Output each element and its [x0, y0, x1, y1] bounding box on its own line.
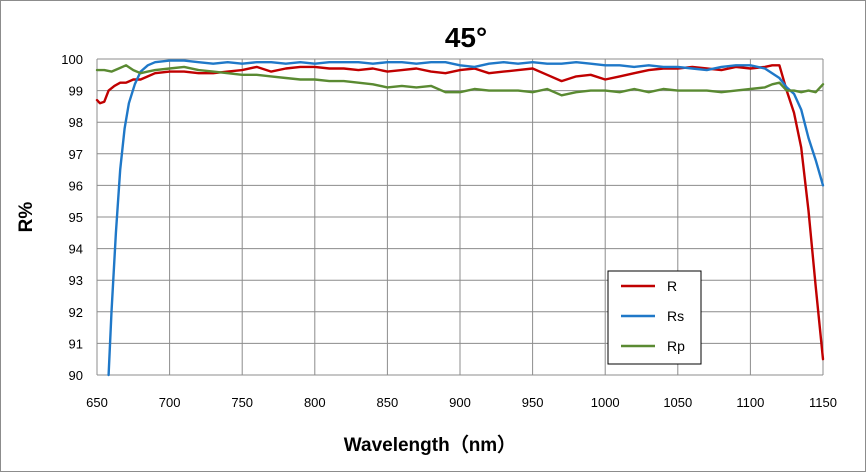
series-line-rp — [95, 64, 825, 97]
y-tick-label: 97 — [69, 147, 83, 162]
series-lines — [95, 59, 825, 377]
x-tick-label: 700 — [159, 395, 181, 410]
y-tick-label: 93 — [69, 273, 83, 288]
y-tick-label: 98 — [69, 115, 83, 130]
x-tick-label: 800 — [304, 395, 326, 410]
chart-title: 45° — [445, 22, 487, 53]
legend-label-rp: Rp — [667, 338, 685, 354]
x-axis-title: Wavelength（nm） — [344, 433, 516, 456]
series-line-r — [95, 64, 825, 361]
y-tick-label: 92 — [69, 305, 83, 320]
grid — [96, 58, 824, 376]
tick-labels: 650 700 750 800 850 900 950 1000 1050 1100 1150 90 9… — [61, 52, 837, 410]
y-tick-label: 96 — [69, 178, 83, 193]
y-tick-label: 100 — [61, 52, 83, 67]
legend-label-rs: Rs — [667, 308, 684, 324]
x-tick-label: 750 — [231, 395, 253, 410]
y-tick-label: 95 — [69, 210, 83, 225]
x-tick-label: 850 — [377, 395, 399, 410]
y-tick-label: 99 — [69, 84, 83, 99]
legend-label-r: R — [667, 278, 677, 294]
legend: R Rs Rp — [607, 270, 702, 365]
x-tick-label: 1100 — [736, 395, 764, 410]
y-tick-label: 90 — [69, 368, 83, 383]
x-tick-label: 1050 — [663, 395, 692, 410]
x-tick-label: 1000 — [591, 395, 620, 410]
x-tick-label: 650 — [86, 395, 108, 410]
y-tick-label: 91 — [69, 336, 83, 351]
x-tick-label: 900 — [449, 395, 471, 410]
y-axis-title: R% — [16, 202, 37, 233]
y-tick-label: 94 — [69, 242, 83, 257]
x-tick-label: 1150 — [809, 395, 837, 410]
x-tick-label: 950 — [522, 395, 544, 410]
series-line-rs — [107, 59, 825, 377]
